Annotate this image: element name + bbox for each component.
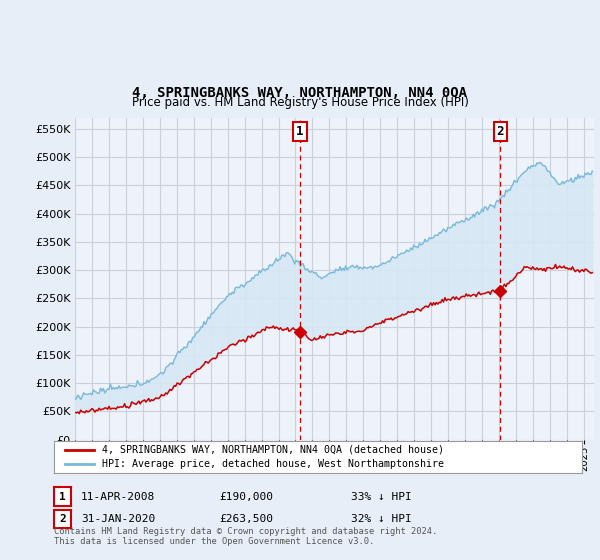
Text: 32% ↓ HPI: 32% ↓ HPI	[351, 514, 412, 524]
Text: 2: 2	[59, 514, 66, 524]
Text: £190,000: £190,000	[219, 492, 273, 502]
Text: Contains HM Land Registry data © Crown copyright and database right 2024.
This d: Contains HM Land Registry data © Crown c…	[54, 526, 437, 546]
Text: 33% ↓ HPI: 33% ↓ HPI	[351, 492, 412, 502]
Text: 1: 1	[296, 125, 304, 138]
Text: 31-JAN-2020: 31-JAN-2020	[81, 514, 155, 524]
Text: Price paid vs. HM Land Registry's House Price Index (HPI): Price paid vs. HM Land Registry's House …	[131, 96, 469, 109]
Text: HPI: Average price, detached house, West Northamptonshire: HPI: Average price, detached house, West…	[101, 459, 443, 469]
Text: 11-APR-2008: 11-APR-2008	[81, 492, 155, 502]
Text: 2: 2	[497, 125, 504, 138]
Text: 1: 1	[59, 492, 66, 502]
Text: 4, SPRINGBANKS WAY, NORTHAMPTON, NN4 0QA: 4, SPRINGBANKS WAY, NORTHAMPTON, NN4 0QA	[133, 86, 467, 100]
Text: 4, SPRINGBANKS WAY, NORTHAMPTON, NN4 0QA (detached house): 4, SPRINGBANKS WAY, NORTHAMPTON, NN4 0QA…	[101, 445, 443, 455]
Text: £263,500: £263,500	[219, 514, 273, 524]
